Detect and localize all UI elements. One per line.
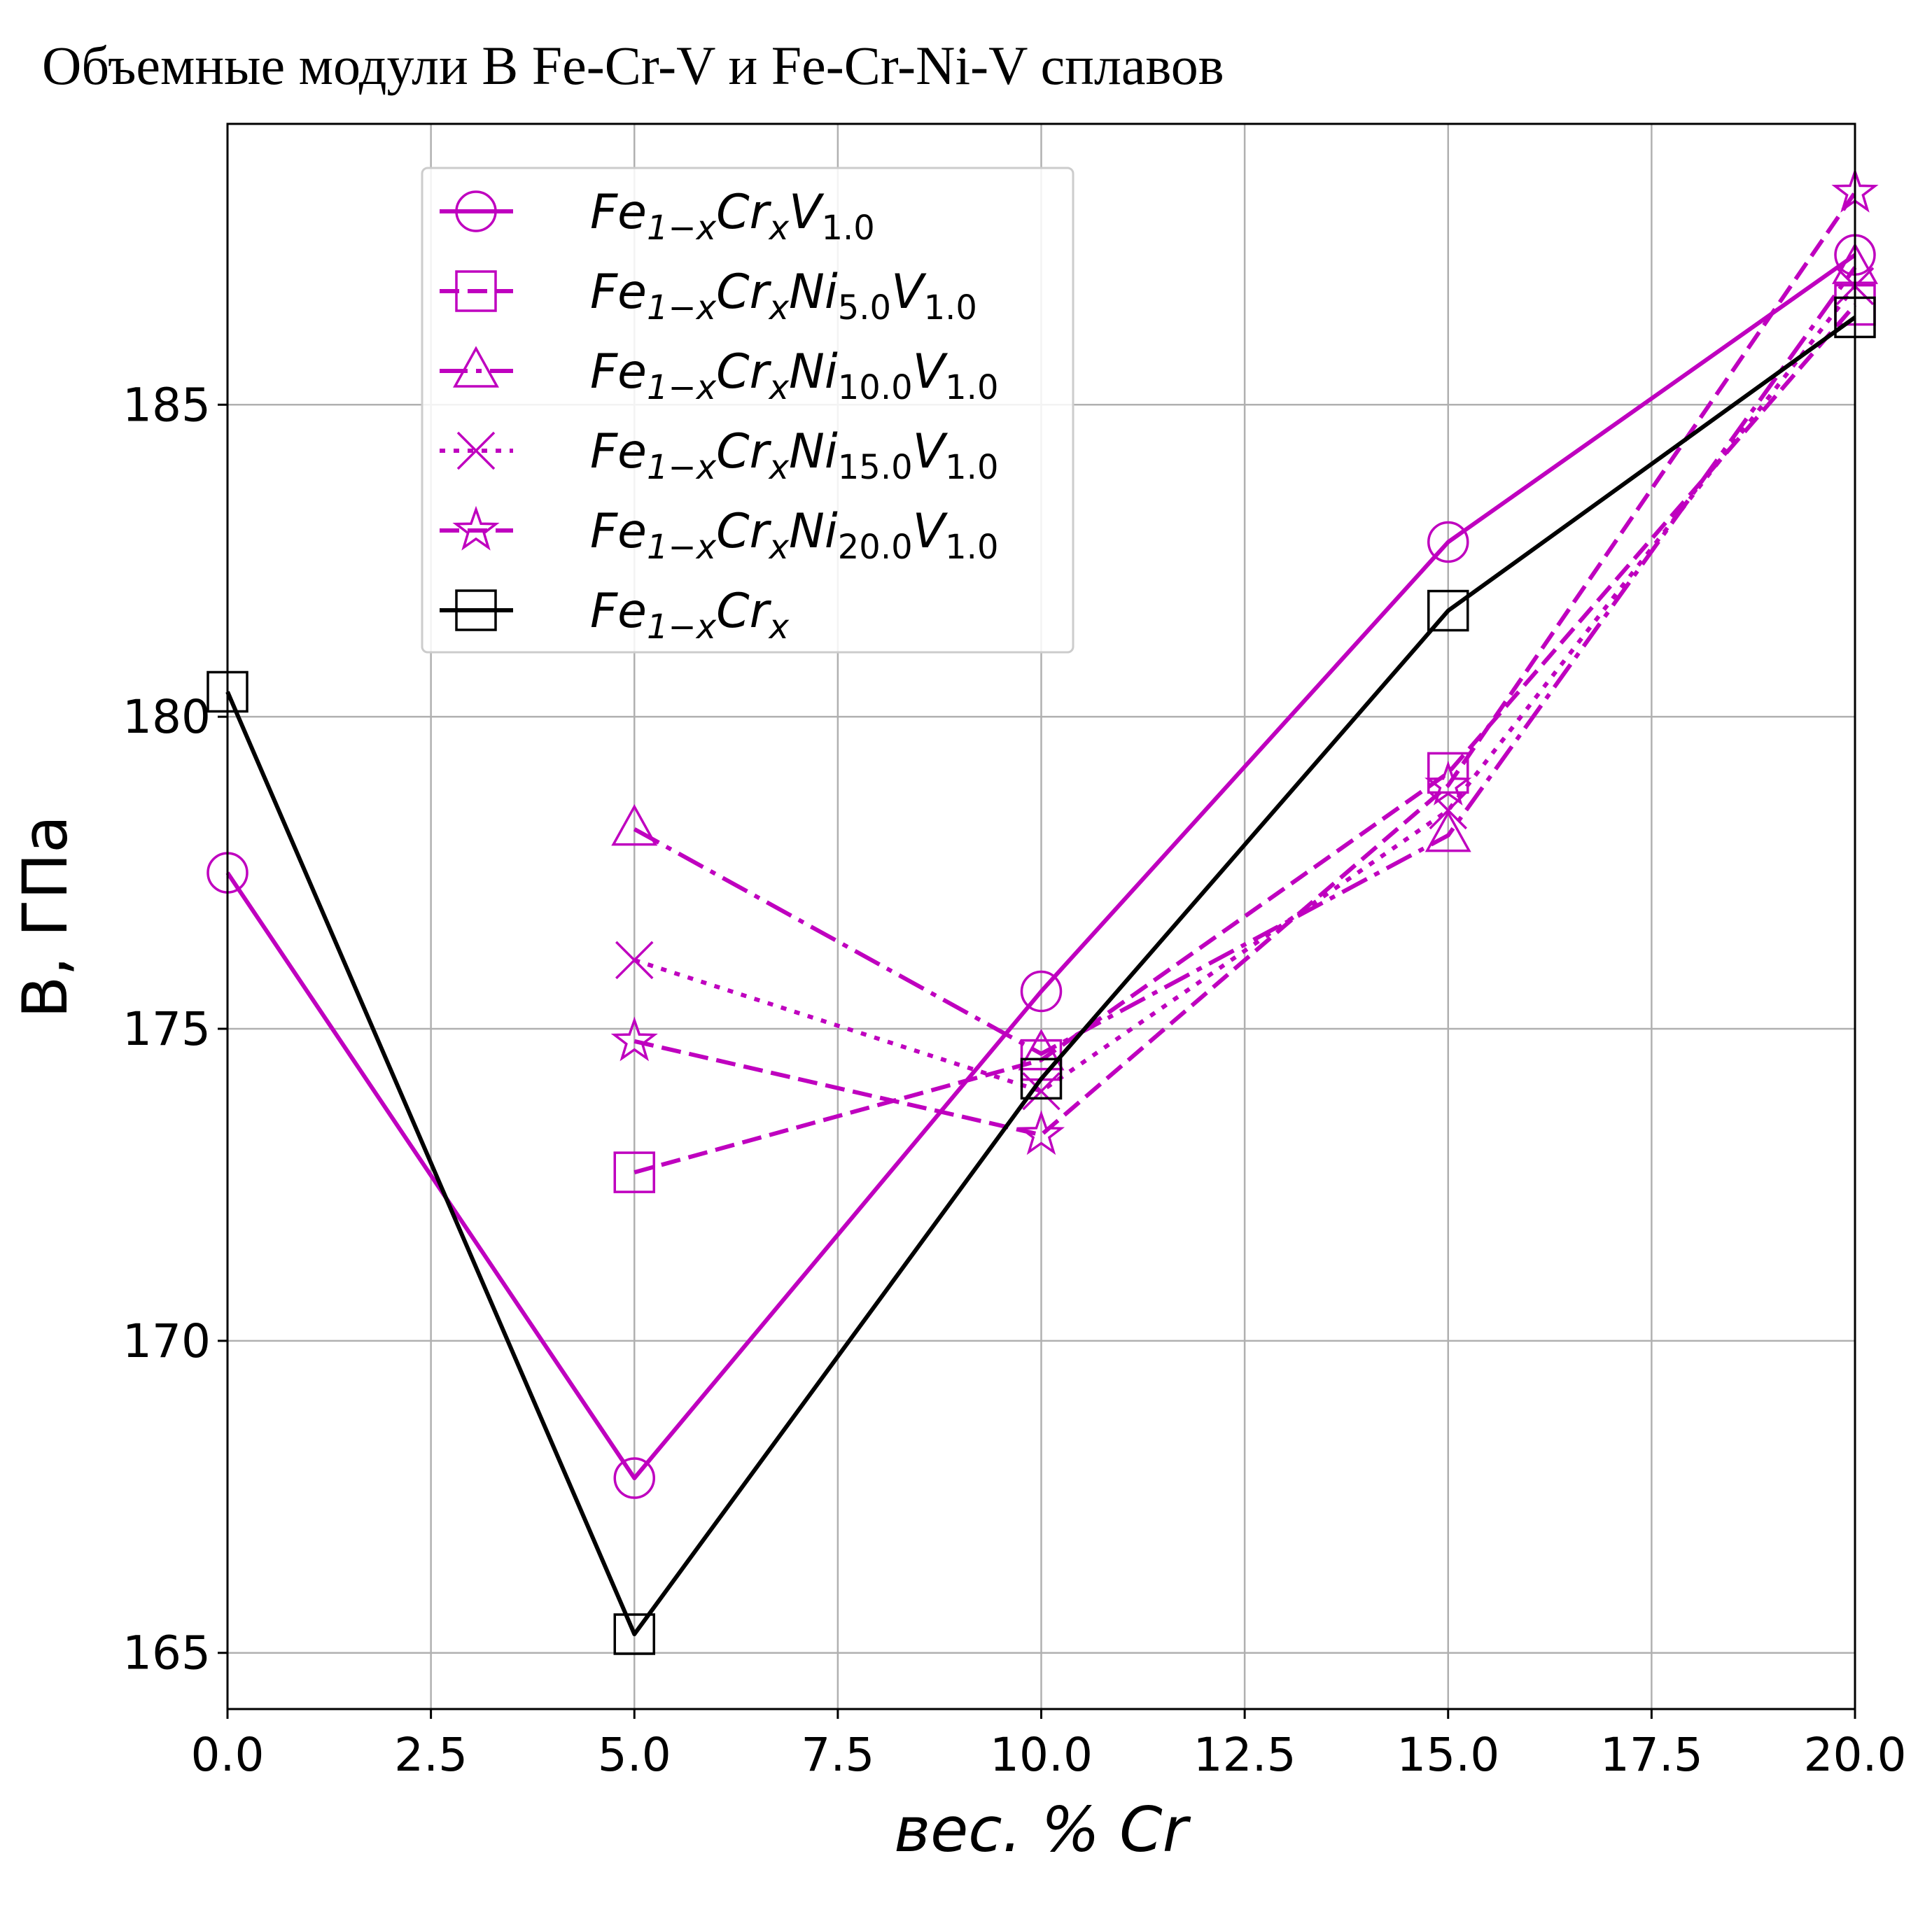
legend-entry-3: Fe1−xCrxNi10.0V1.0 <box>440 344 998 407</box>
legend-box <box>421 167 1074 654</box>
x-tick-label: 5.0 <box>598 1728 671 1782</box>
x-tick-label: 17.5 <box>1600 1728 1703 1782</box>
marker-circle <box>613 1457 655 1499</box>
legend-label: Fe1−xCrxNi15.0V1.0 <box>590 424 998 487</box>
x-axis-label: вес. % Cr <box>894 1794 1191 1866</box>
marker-square <box>1020 1057 1063 1100</box>
y-tick-label: 185 <box>122 378 211 432</box>
x-tick-label: 0.0 <box>191 1728 265 1782</box>
legend-entry-1: Fe1−xCrxV1.0 <box>440 185 875 248</box>
marker-star <box>1017 1110 1065 1155</box>
x-tick-label: 15.0 <box>1396 1728 1499 1782</box>
marker-star <box>1424 760 1472 806</box>
legend-label: Fe1−xCrxNi5.0V1.0 <box>590 265 977 328</box>
marker-square <box>455 270 497 312</box>
marker-triangle <box>611 804 658 846</box>
legend-label: Fe1−xCrxNi10.0V1.0 <box>590 344 998 407</box>
y-tick-label: 170 <box>122 1314 211 1368</box>
legend-entry-2: Fe1−xCrxNi5.0V1.0 <box>440 265 977 328</box>
marker-triangle <box>453 346 499 388</box>
marker-circle <box>455 190 497 232</box>
legend: Fe1−xCrxV1.0 Fe1−xCrxNi5.0V1.0 Fe1−xCrxNi1… <box>421 167 1074 654</box>
y-tick-label: 165 <box>122 1626 211 1680</box>
x-tick-label: 2.5 <box>394 1728 468 1782</box>
marker-star <box>610 1016 658 1062</box>
ticks: 0.0 2.5 5.0 7.5 10.0 12.5 15.0 17.5 20.0 165 170 17… <box>122 378 1906 1782</box>
legend-label: Fe1−xCrxNi20.0V1.0 <box>590 504 998 567</box>
marker-x <box>456 431 496 470</box>
series-line <box>225 315 1856 1636</box>
series-layer <box>206 167 1879 1655</box>
series-line <box>634 285 1857 1094</box>
y-tick-label: 180 <box>122 690 211 744</box>
marker-circle <box>1427 521 1469 563</box>
series-line <box>634 303 1857 1174</box>
x-tick-label: 12.5 <box>1194 1728 1296 1782</box>
marker-x <box>615 941 654 980</box>
y-tick-label: 175 <box>122 1002 211 1056</box>
x-tick-label: 7.5 <box>801 1728 874 1782</box>
x-tick-label: 20.0 <box>1804 1728 1907 1782</box>
y-axis-label: B, ГПа <box>9 815 81 1018</box>
marker-square <box>1427 589 1469 632</box>
marker-triangle <box>1424 810 1471 852</box>
marker-star <box>452 505 500 551</box>
series-line <box>225 253 1856 1481</box>
marker-square <box>613 1613 655 1655</box>
legend-label: Fe1−xCrxV1.0 <box>590 185 875 248</box>
series-line <box>634 191 1857 1137</box>
marker-square <box>455 589 497 631</box>
chart-title: Объемные модули B Fe-Cr-V и Fe-Cr-Ni-V с… <box>42 35 1224 96</box>
marker-square <box>613 1151 655 1193</box>
marker-triangle <box>1018 1029 1065 1071</box>
x-tick-label: 10.0 <box>990 1728 1093 1782</box>
series-5 <box>610 167 1879 1155</box>
legend-label: Fe1−xCrx <box>590 584 790 647</box>
marker-circle <box>1020 970 1063 1013</box>
legend-entry-5: Fe1−xCrxNi20.0V1.0 <box>440 504 998 567</box>
legend-entry-4: Fe1−xCrxNi15.0V1.0 <box>440 424 998 487</box>
legend-entry-6: Fe1−xCrx <box>440 584 790 647</box>
marker-x <box>1022 1071 1060 1111</box>
